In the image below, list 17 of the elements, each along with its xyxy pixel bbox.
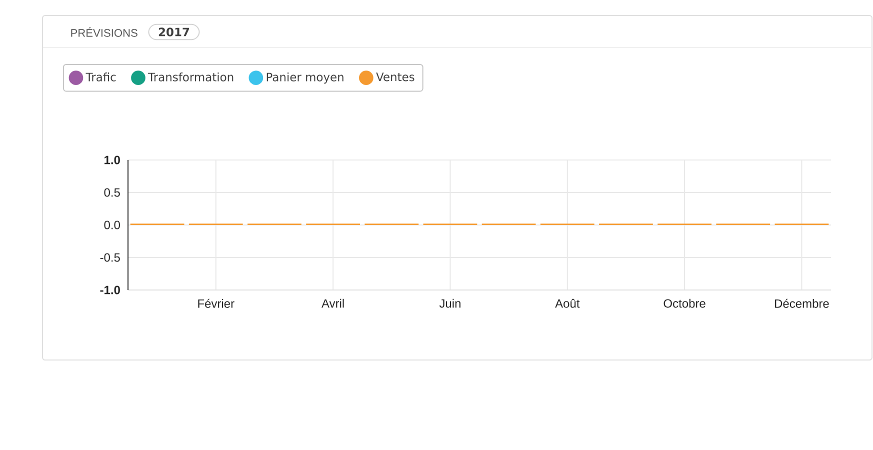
legend-label: Transformation [148,72,234,82]
chart-subtitle: 2017 [158,28,190,36]
y-tick-label: -1.0 [100,286,120,294]
legend-label: Trafic [86,72,116,82]
x-tick-label: Février [198,298,234,308]
x-tick-label: Décembre [775,298,829,308]
x-tick-label: Octobre [664,298,706,308]
legend-label: Ventes [376,72,414,82]
y-tick-label: -0.5 [100,253,120,262]
x-tick-label: Avril [322,298,344,308]
legend-label: Panier moyen [266,72,344,84]
y-tick-label: 0.0 [104,220,120,230]
chart-title: PRÉVISIONS [71,27,138,37]
x-tick-label: Juin [439,298,460,308]
x-tick-label: Août [555,298,580,308]
y-tick-label: 1.0 [104,156,120,164]
y-tick-label: 0.5 [104,188,120,197]
